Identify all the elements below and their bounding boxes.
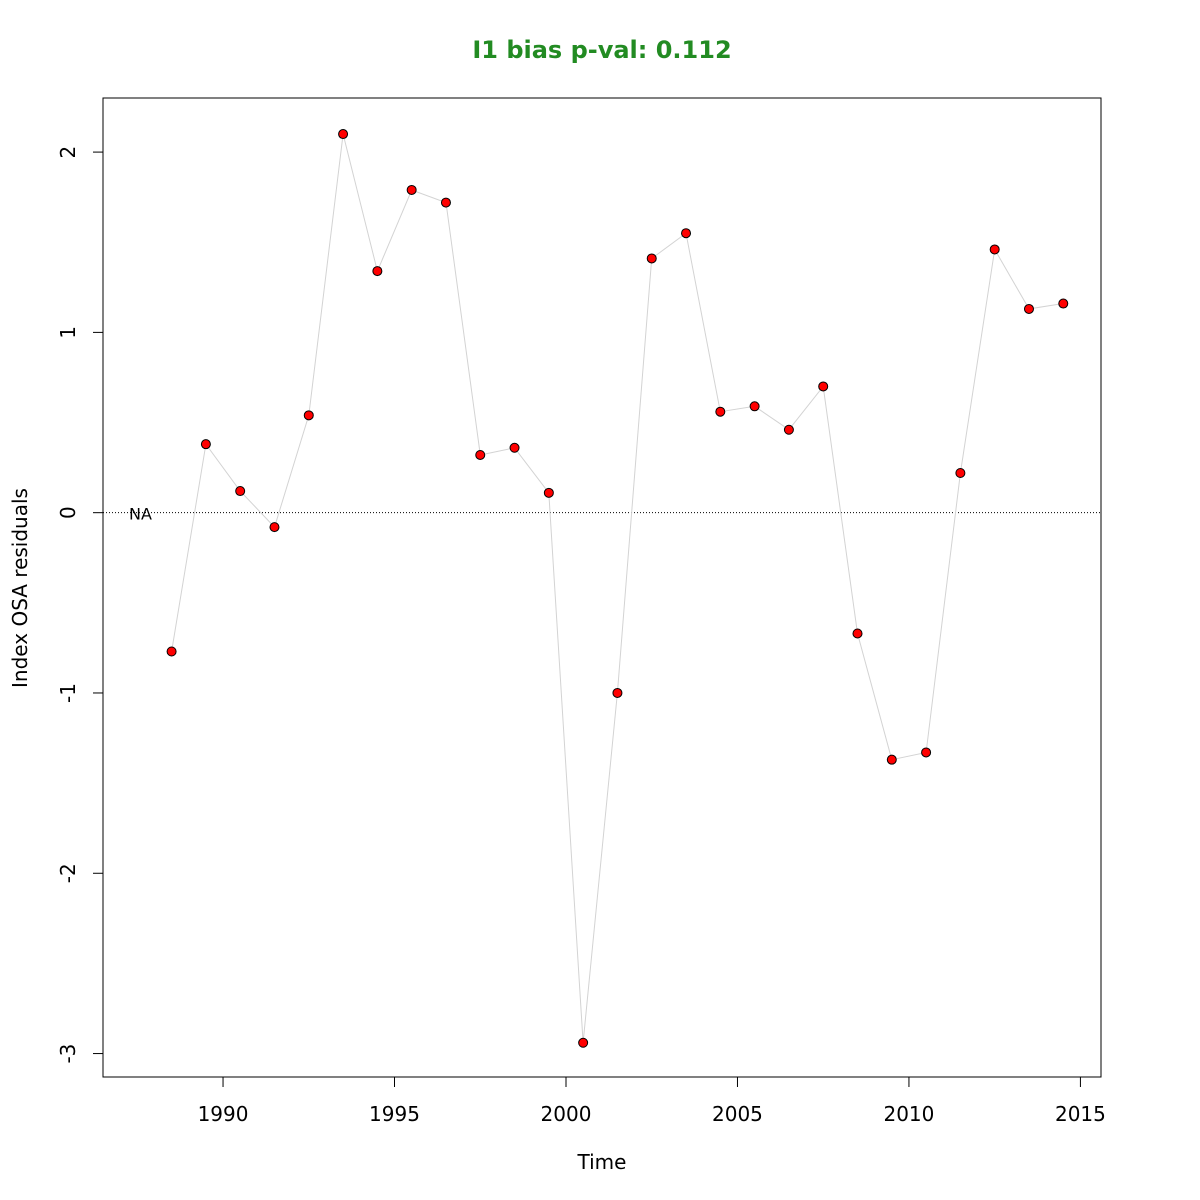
data-point xyxy=(612,687,623,698)
data-point xyxy=(338,129,349,140)
data-point xyxy=(372,266,383,277)
data-point xyxy=(1058,298,1069,309)
na-annotation: NA xyxy=(129,505,152,524)
data-point xyxy=(715,406,726,417)
y-tick-label: -3 xyxy=(56,1044,80,1064)
plot-area: NA xyxy=(103,129,1101,1048)
chart-title: I1 bias p-val: 0.112 xyxy=(472,36,731,64)
data-point xyxy=(578,1037,589,1048)
data-point xyxy=(166,646,177,657)
data-point xyxy=(475,449,486,460)
data-point xyxy=(509,442,520,453)
y-tick-label: -1 xyxy=(56,683,80,703)
data-point xyxy=(543,487,554,498)
y-tick-label: 1 xyxy=(56,326,80,339)
data-point xyxy=(200,439,211,450)
data-point xyxy=(852,628,863,639)
data-point xyxy=(1023,303,1034,314)
data-point xyxy=(989,244,1000,255)
x-axis: 1990 1995 2000 2005 2010 2015 xyxy=(198,1076,1106,1126)
data-point xyxy=(681,228,692,239)
x-tick-label: 2005 xyxy=(712,1102,763,1126)
x-tick-label: 2010 xyxy=(883,1102,934,1126)
data-point xyxy=(886,754,897,765)
data-point xyxy=(235,486,246,497)
data-point xyxy=(921,747,932,758)
data-point xyxy=(955,468,966,479)
data-point xyxy=(818,381,829,392)
x-axis-label: Time xyxy=(577,1150,627,1174)
x-tick-label: 2015 xyxy=(1055,1102,1106,1126)
x-tick-label: 1990 xyxy=(198,1102,249,1126)
data-point xyxy=(269,522,280,533)
y-axis: -3 -2 -1 0 1 2 xyxy=(56,146,104,1064)
y-axis-label: Index OSA residuals xyxy=(8,488,32,688)
x-tick-label: 1995 xyxy=(369,1102,420,1126)
data-point xyxy=(749,401,760,412)
y-tick-label: 2 xyxy=(56,146,80,159)
y-tick-label: 0 xyxy=(56,506,80,519)
data-point xyxy=(646,253,657,264)
x-tick-label: 2000 xyxy=(541,1102,592,1126)
data-point xyxy=(303,410,314,421)
data-point xyxy=(440,197,451,208)
y-tick-label: -2 xyxy=(56,863,80,883)
data-point xyxy=(406,184,417,195)
data-point xyxy=(783,424,794,435)
